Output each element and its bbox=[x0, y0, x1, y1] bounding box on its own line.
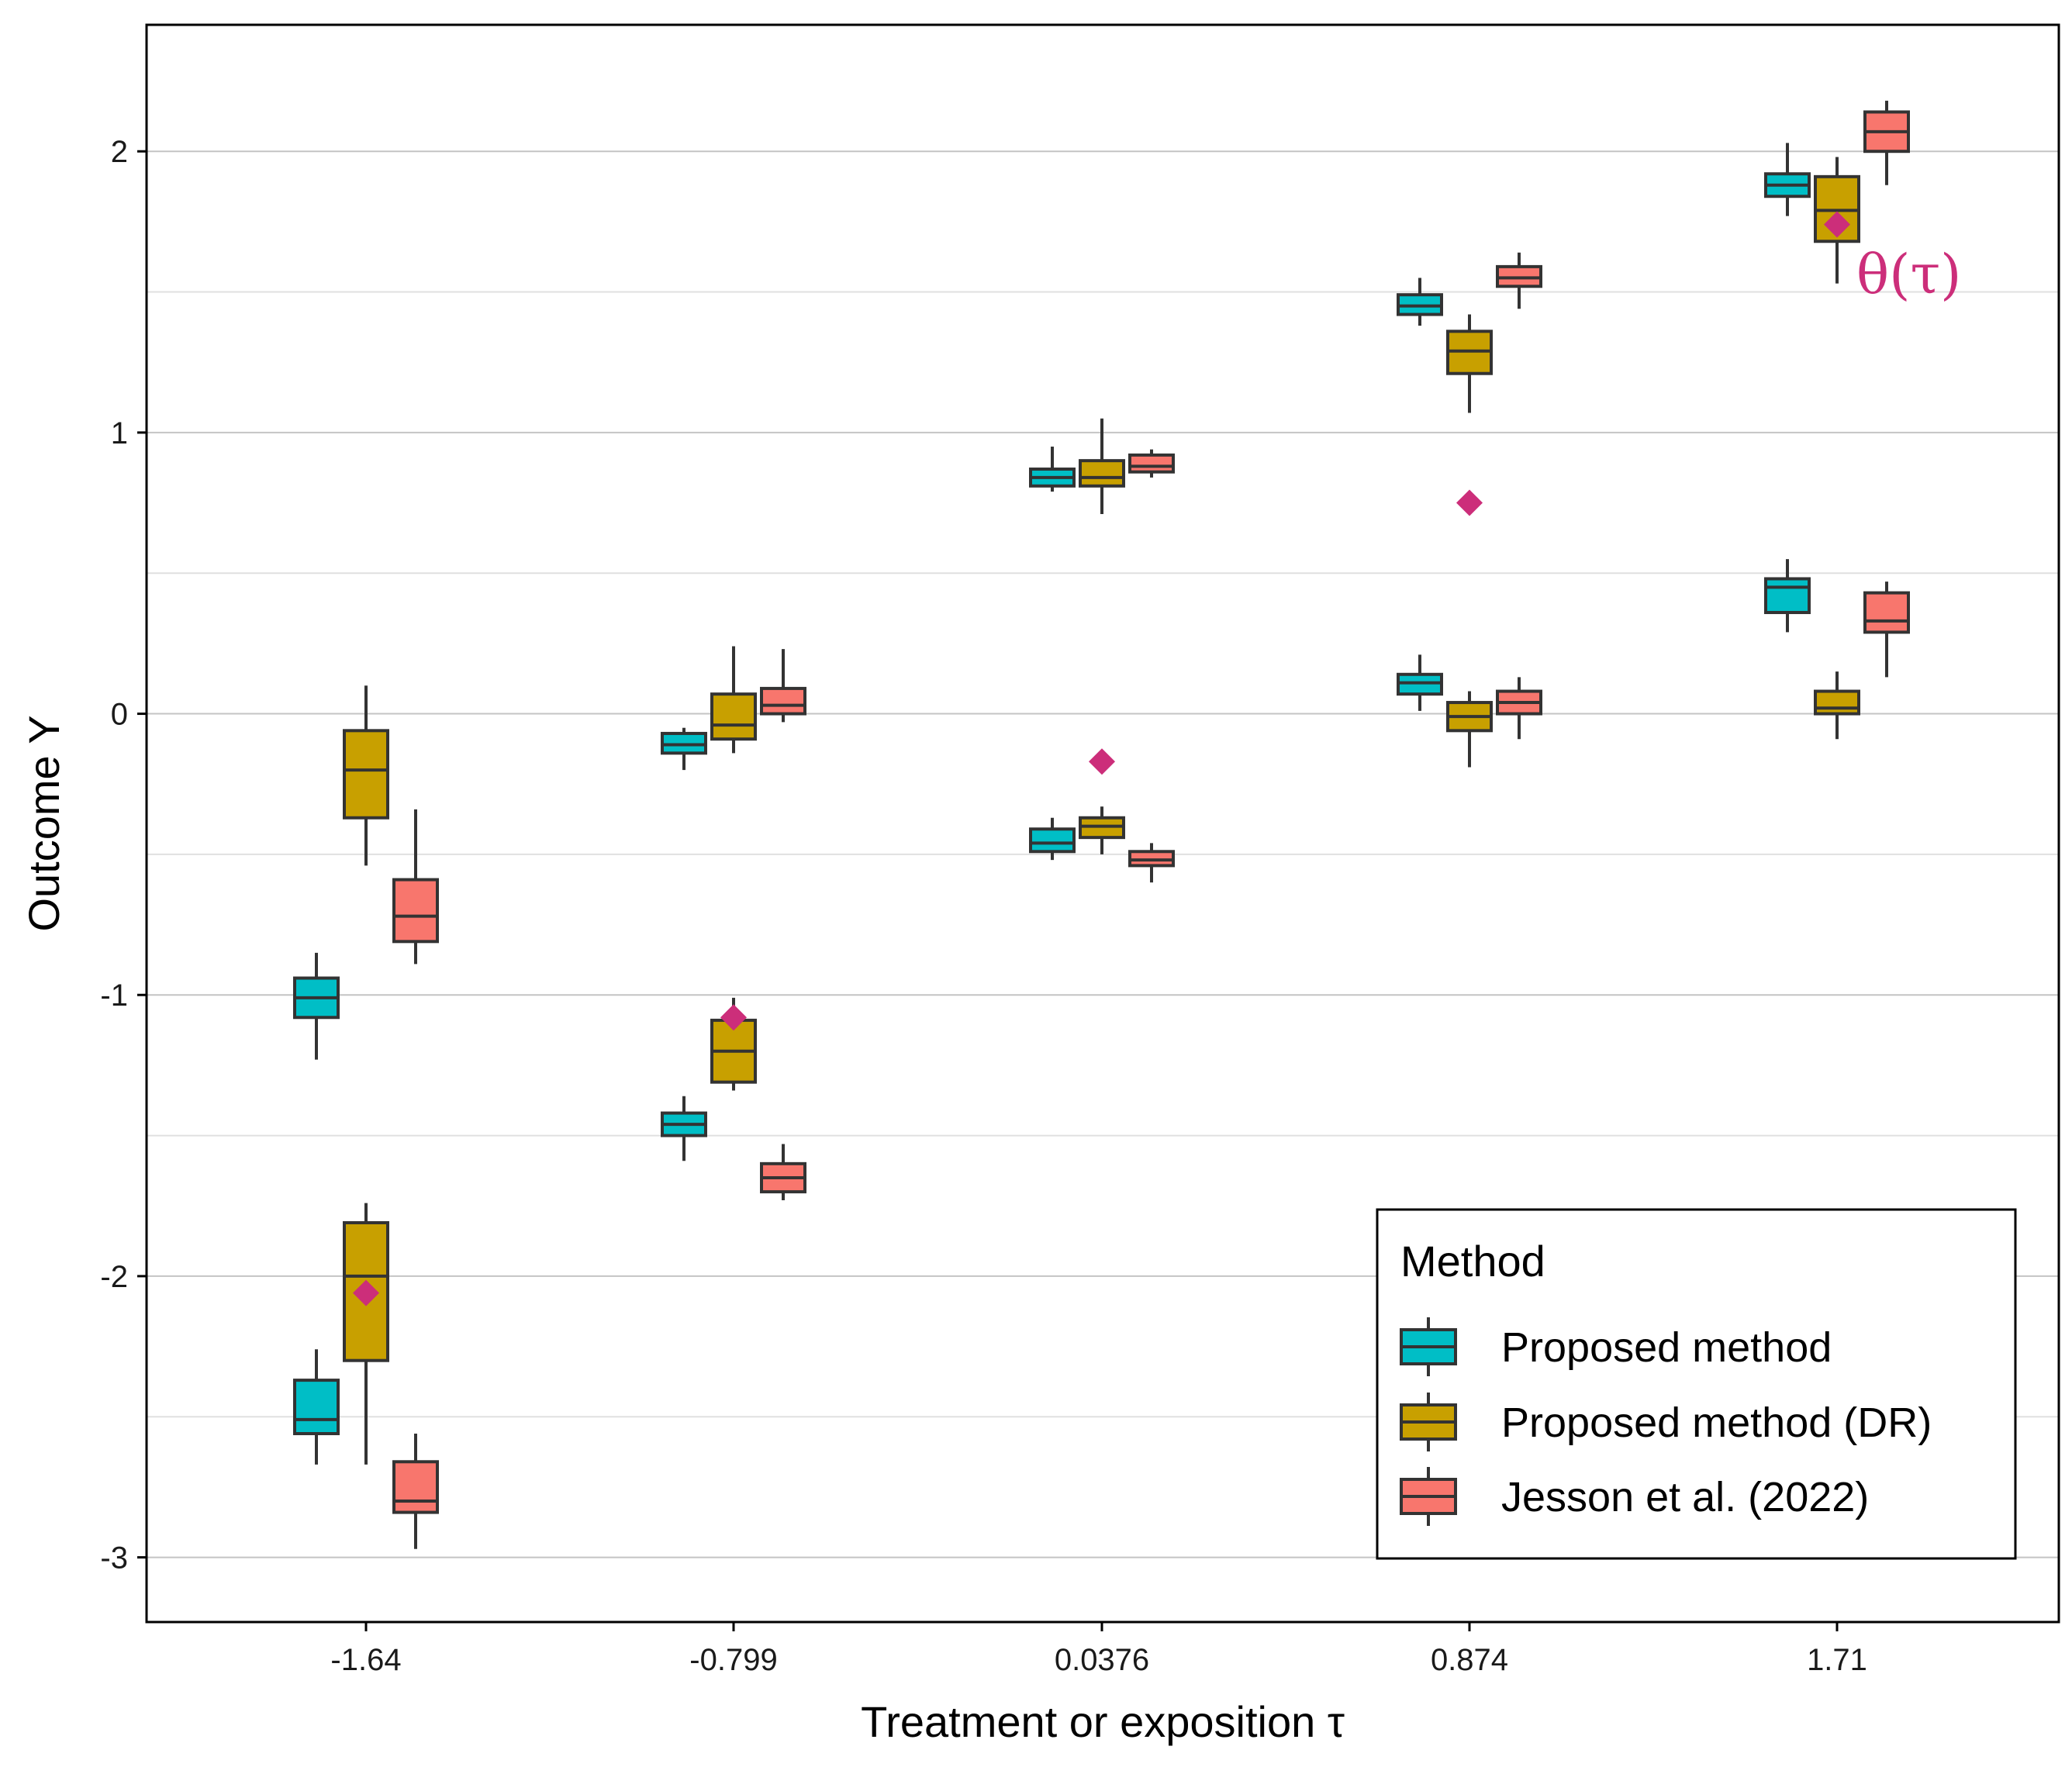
box-0-4 bbox=[1764, 559, 1811, 633]
box-body bbox=[1863, 591, 1910, 634]
box-body bbox=[1079, 459, 1125, 488]
y-tick-label: 1 bbox=[111, 416, 128, 450]
box-0-3 bbox=[1397, 278, 1443, 326]
box-1-2 bbox=[1079, 418, 1125, 515]
box-2-1 bbox=[760, 649, 806, 723]
box-1-1 bbox=[710, 997, 757, 1091]
legend-label: Proposed method (DR) bbox=[1501, 1400, 1932, 1446]
legend-item-2: Jesson et al. (2022) bbox=[1400, 1467, 1869, 1526]
legend-label: Proposed method bbox=[1501, 1324, 1832, 1371]
theta-marker bbox=[720, 1004, 747, 1031]
box-body bbox=[1029, 827, 1076, 854]
box-2-2 bbox=[1128, 843, 1175, 883]
box-body bbox=[293, 1379, 340, 1436]
y-tick-label: 2 bbox=[111, 135, 128, 169]
box-2-3 bbox=[1496, 677, 1542, 740]
legend-title: Method bbox=[1400, 1237, 1545, 1286]
x-tick-label: 0.0376 bbox=[1055, 1643, 1149, 1677]
theta-marker bbox=[1089, 748, 1115, 775]
legend-label: Jesson et al. (2022) bbox=[1501, 1474, 1869, 1520]
box-1-1 bbox=[710, 646, 757, 754]
theta-marker bbox=[353, 1279, 379, 1306]
box-body bbox=[1128, 453, 1175, 474]
box-body bbox=[343, 729, 389, 820]
box-0-1 bbox=[661, 1096, 707, 1161]
box-2-4 bbox=[1863, 582, 1910, 678]
theta-marker bbox=[1456, 489, 1483, 516]
box-1-4 bbox=[1814, 671, 1860, 740]
x-tick-label: 0.874 bbox=[1431, 1643, 1508, 1677]
box-0-2 bbox=[1029, 817, 1076, 861]
legend-items: Proposed method Proposed method (DR) Jesso… bbox=[1400, 1317, 1932, 1526]
x-tick-label: 1.71 bbox=[1807, 1643, 1867, 1677]
box-1-3 bbox=[1446, 314, 1493, 413]
box-1-2 bbox=[1079, 806, 1125, 854]
box-1-0 bbox=[343, 685, 389, 866]
box-2-2 bbox=[1128, 449, 1175, 478]
y-tick-label: -2 bbox=[100, 1260, 128, 1294]
box-0-3 bbox=[1397, 654, 1443, 711]
box-2-3 bbox=[1496, 252, 1542, 309]
x-axis-title: Treatment or exposition τ bbox=[861, 1697, 1345, 1746]
box-body bbox=[392, 878, 439, 944]
box-body bbox=[710, 692, 757, 741]
theta-label: θ(τ) bbox=[1856, 243, 1962, 306]
x-tick-label: -0.799 bbox=[689, 1643, 777, 1677]
y-tick-label: 0 bbox=[111, 698, 128, 732]
legend-item-1: Proposed method (DR) bbox=[1400, 1393, 1932, 1451]
box-body bbox=[760, 686, 806, 716]
x-tick-label: -1.64 bbox=[330, 1643, 401, 1677]
legend-item-0: Proposed method bbox=[1400, 1317, 1832, 1376]
theta-marker bbox=[1824, 211, 1850, 238]
box-0-0 bbox=[293, 952, 340, 1060]
box-0-2 bbox=[1029, 447, 1076, 492]
boxes bbox=[293, 100, 1910, 1549]
box-body bbox=[1814, 689, 1860, 716]
y-tick-label: -3 bbox=[100, 1541, 128, 1576]
box-body bbox=[392, 1460, 439, 1514]
theta-markers bbox=[353, 211, 1850, 1306]
box-2-0 bbox=[392, 1434, 439, 1549]
box-1-3 bbox=[1446, 691, 1493, 768]
legend: Method Proposed method Proposed method (D… bbox=[1376, 1208, 2017, 1560]
box-body bbox=[1764, 577, 1811, 614]
axes: -3 -2 -1 0 1 2 -1.64 -0.799 0.0376 0.874 1.71 bbox=[100, 135, 1867, 1677]
box-0-1 bbox=[661, 727, 707, 771]
box-2-4 bbox=[1863, 100, 1910, 185]
box-0-4 bbox=[1764, 143, 1811, 216]
y-axis-title: Outcome Y bbox=[19, 715, 68, 931]
box-2-0 bbox=[392, 809, 439, 965]
legend-frame bbox=[1376, 1208, 2017, 1560]
y-tick-label: -1 bbox=[100, 978, 128, 1013]
box-2-1 bbox=[760, 1144, 806, 1200]
box-0-0 bbox=[293, 1349, 340, 1465]
